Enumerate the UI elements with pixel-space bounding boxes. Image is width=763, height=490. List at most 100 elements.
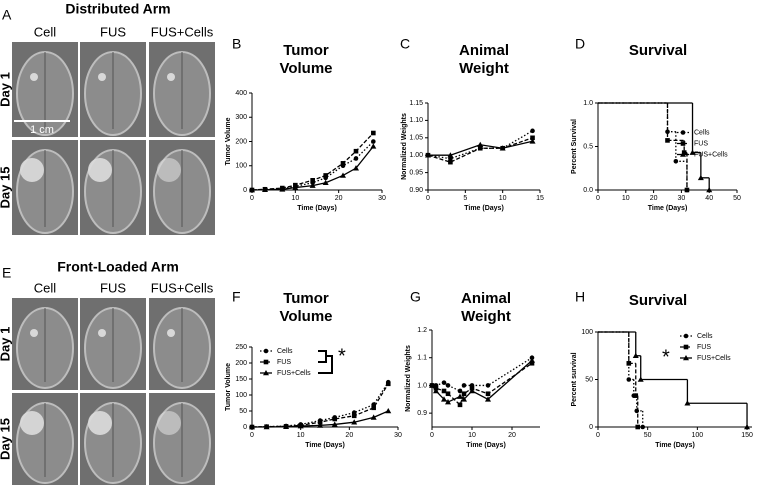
point xyxy=(461,391,467,397)
point xyxy=(529,357,535,363)
annotation: * xyxy=(338,345,346,367)
point xyxy=(457,393,463,399)
point xyxy=(425,152,431,158)
legend-label: FUS+Cells xyxy=(697,355,731,362)
tumor xyxy=(30,329,38,337)
point xyxy=(499,145,506,151)
point xyxy=(529,360,535,366)
y-tick-label: 0 xyxy=(589,424,593,431)
row-label: Day 15 xyxy=(0,167,12,209)
x-tick-label: 50 xyxy=(644,432,652,439)
tumor xyxy=(30,73,38,81)
point xyxy=(445,383,451,388)
column-label: FUS+Cells xyxy=(151,280,214,295)
row-label: Day 1 xyxy=(0,72,12,107)
point xyxy=(353,156,359,161)
x-tick-label: 20 xyxy=(335,195,343,202)
y-tick-label: 400 xyxy=(235,90,247,97)
chart-title: Animal Weight xyxy=(460,290,511,325)
point xyxy=(706,187,713,193)
point xyxy=(441,388,447,394)
point xyxy=(323,173,328,178)
tumor xyxy=(157,411,181,435)
tumor xyxy=(98,73,106,81)
point xyxy=(448,159,453,165)
chart-title: Survival xyxy=(628,292,688,309)
y-tick-label: 1.15 xyxy=(409,100,423,107)
panel-letter: G xyxy=(410,289,421,305)
point xyxy=(317,422,324,428)
y-tick-label: 150 xyxy=(235,376,247,383)
point xyxy=(370,143,377,149)
panel-letter: D xyxy=(575,36,585,52)
legend-marker xyxy=(680,130,686,135)
point xyxy=(433,387,439,394)
x-tick-label: 0 xyxy=(250,195,254,202)
point xyxy=(249,187,255,193)
x-tick-label: 100 xyxy=(692,432,704,439)
point xyxy=(310,178,315,183)
y-tick-label: 50 xyxy=(585,376,593,383)
tumor xyxy=(20,411,44,435)
y-tick-label: 1.05 xyxy=(409,135,423,142)
y-tick-label: 0.9 xyxy=(417,410,427,417)
point xyxy=(309,182,316,188)
x-axis-label: Time (Days) xyxy=(648,205,688,212)
tumor xyxy=(98,329,106,337)
legend-marker xyxy=(263,370,269,376)
legend-label: FUS xyxy=(697,344,711,351)
point xyxy=(340,172,346,178)
y-tick-label: 200 xyxy=(235,360,247,367)
point xyxy=(283,423,290,429)
legend-marker xyxy=(263,359,269,365)
point xyxy=(263,424,270,430)
y-tick-label: 0.90 xyxy=(409,187,423,194)
tumor xyxy=(88,158,112,182)
legend-label: FUS+Cells xyxy=(277,370,311,377)
section-title: Front-Loaded Arm xyxy=(57,259,179,275)
x-tick-label: 0 xyxy=(596,195,600,202)
point xyxy=(249,424,255,430)
x-tick-label: 20 xyxy=(345,432,353,439)
point xyxy=(529,138,536,144)
row-label: Day 1 xyxy=(0,327,12,362)
x-tick-label: 15 xyxy=(536,195,544,202)
y-tick-label: 1.0 xyxy=(583,100,593,107)
series-line xyxy=(427,130,533,160)
x-axis-label: Time (Days) xyxy=(655,442,695,449)
y-tick-label: 300 xyxy=(235,114,247,121)
x-tick-label: 10 xyxy=(499,195,507,202)
point xyxy=(469,387,475,394)
x-tick-label: 40 xyxy=(705,195,713,202)
panel-letter: B xyxy=(232,36,241,52)
column-label: FUS+Cells xyxy=(151,24,214,39)
point xyxy=(317,419,323,425)
point xyxy=(447,152,454,158)
point xyxy=(322,179,329,186)
legend-label: FUS xyxy=(277,359,291,366)
x-tick-label: 30 xyxy=(394,432,402,439)
y-tick-label: 200 xyxy=(235,138,247,145)
tumor xyxy=(167,73,175,81)
tumor xyxy=(167,329,175,337)
column-label: FUS xyxy=(100,280,126,295)
y-axis-label: Percent Survival xyxy=(571,119,578,174)
point xyxy=(457,388,463,394)
point xyxy=(461,396,467,402)
panel-letter: E xyxy=(2,265,11,281)
x-tick-label: 20 xyxy=(650,195,658,202)
point xyxy=(262,186,268,193)
point xyxy=(351,419,358,425)
point xyxy=(485,383,491,388)
x-tick-label: 150 xyxy=(741,432,753,439)
tumor xyxy=(20,158,44,182)
section-title: Distributed Arm xyxy=(65,1,170,17)
point xyxy=(371,130,376,136)
legend-label: Cells xyxy=(694,129,710,136)
point xyxy=(385,381,391,387)
y-tick-label: 0 xyxy=(243,187,247,194)
y-tick-label: 50 xyxy=(239,408,247,415)
y-axis-label: Normalized Weights xyxy=(401,113,408,180)
point xyxy=(477,141,484,148)
